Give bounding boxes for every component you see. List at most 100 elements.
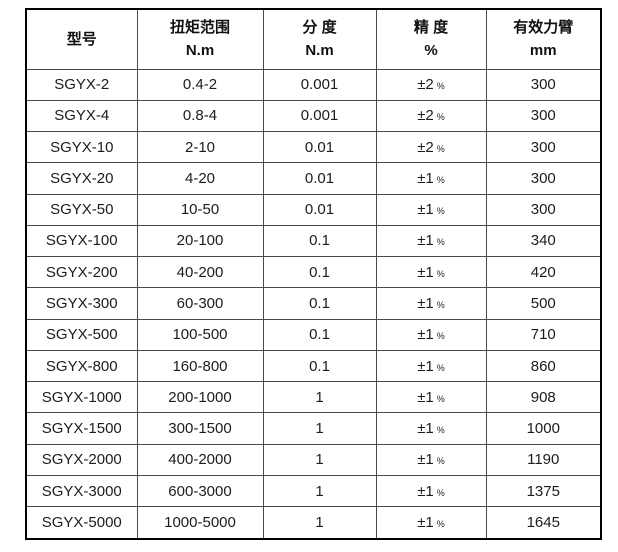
spec-table: 型号 扭矩范围 N.m 分 度 N.m 精 度 % 有效力臂 mm SGYX-2… bbox=[25, 8, 602, 540]
percent-sign: % bbox=[436, 206, 445, 217]
accuracy-cell: ±1% bbox=[375, 412, 487, 445]
accuracy-cell-value: ±1 bbox=[417, 201, 434, 219]
header-row: 型号 扭矩范围 N.m 分 度 N.m 精 度 % 有效力臂 mm bbox=[25, 8, 602, 70]
model-cell: SGYX-1500 bbox=[25, 412, 138, 445]
percent-sign: % bbox=[436, 174, 445, 185]
column-unit: N.m bbox=[185, 42, 215, 60]
table-row: SGYX-100 20-100 0.1 ±1% 340 bbox=[25, 224, 602, 258]
division-cell: 0.001 bbox=[262, 68, 377, 101]
arm-cell: 300 bbox=[485, 131, 602, 164]
model-cell-value: SGYX-300 bbox=[45, 294, 118, 312]
arm-cell: 300 bbox=[485, 68, 602, 101]
arm-cell-value: 300 bbox=[530, 107, 556, 125]
accuracy-cell: ±1% bbox=[375, 474, 487, 508]
torque-range-cell: 200-1000 bbox=[136, 381, 264, 414]
arm-cell: 1645 bbox=[485, 506, 602, 540]
torque-range-cell-value: 10-50 bbox=[180, 201, 220, 219]
torque-range-cell-value: 100-500 bbox=[172, 326, 228, 344]
accuracy-cell: ±1% bbox=[375, 224, 487, 258]
model-cell: SGYX-100 bbox=[25, 224, 138, 258]
model-cell: SGYX-3000 bbox=[25, 474, 138, 508]
arm-cell: 300 bbox=[485, 193, 602, 226]
accuracy-cell-value: ±1 bbox=[417, 357, 434, 375]
column-title: 扭矩范围 bbox=[169, 19, 230, 36]
torque-range-cell: 100-500 bbox=[136, 318, 264, 351]
division-cell-value: 0.01 bbox=[304, 201, 335, 219]
arm-cell-value: 710 bbox=[530, 326, 556, 344]
table-row: SGYX-300 60-300 0.1 ±1% 500 bbox=[25, 287, 602, 320]
division-cell: 0.01 bbox=[262, 131, 377, 164]
torque-range-cell-value: 600-3000 bbox=[168, 482, 232, 500]
division-cell: 1 bbox=[262, 412, 377, 445]
division-cell-value: 0.1 bbox=[309, 357, 330, 375]
arm-cell-value: 420 bbox=[530, 263, 556, 281]
torque-range-cell: 300-1500 bbox=[136, 412, 264, 445]
accuracy-cell: ±1% bbox=[375, 443, 487, 476]
column-header-torque-range: 扭矩范围 N.m bbox=[136, 8, 264, 70]
table-row: SGYX-800 160-800 0.1 ±1% 860 bbox=[25, 349, 602, 383]
torque-range-cell: 160-800 bbox=[136, 349, 264, 383]
division-cell-value: 0.01 bbox=[304, 138, 335, 156]
model-cell: SGYX-1000 bbox=[25, 381, 138, 414]
arm-cell: 300 bbox=[485, 162, 602, 195]
accuracy-cell-value: ±2 bbox=[417, 107, 434, 125]
accuracy-cell: ±2% bbox=[375, 99, 487, 133]
column-unit: % bbox=[424, 42, 438, 60]
division-cell: 1 bbox=[262, 381, 377, 414]
arm-cell-value: 300 bbox=[530, 169, 556, 187]
model-cell-value: SGYX-1000 bbox=[41, 388, 122, 406]
accuracy-cell: ±1% bbox=[375, 318, 487, 351]
model-cell: SGYX-20 bbox=[25, 162, 138, 195]
column-title: 分 度 bbox=[302, 19, 337, 36]
arm-cell: 908 bbox=[485, 381, 602, 414]
percent-sign: % bbox=[436, 299, 445, 310]
percent-sign: % bbox=[436, 143, 445, 154]
torque-range-cell-value: 160-800 bbox=[172, 357, 228, 375]
division-cell: 1 bbox=[262, 474, 377, 508]
model-cell: SGYX-800 bbox=[25, 349, 138, 383]
division-cell: 1 bbox=[262, 506, 377, 540]
division-cell: 0.1 bbox=[262, 287, 377, 320]
model-cell-value: SGYX-500 bbox=[45, 326, 118, 344]
torque-range-cell-value: 60-300 bbox=[176, 294, 224, 312]
torque-range-cell: 10-50 bbox=[136, 193, 264, 226]
percent-sign: % bbox=[436, 237, 445, 248]
accuracy-cell-value: ±1 bbox=[417, 294, 434, 312]
table-row: SGYX-20 4-20 0.01 ±1% 300 bbox=[25, 162, 602, 195]
table-row: SGYX-1000 200-1000 1 ±1% 908 bbox=[25, 381, 602, 414]
column-unit: N.m bbox=[305, 42, 334, 60]
model-cell-value: SGYX-200 bbox=[45, 263, 118, 281]
torque-range-cell: 1000-5000 bbox=[136, 506, 264, 540]
division-cell: 0.01 bbox=[262, 162, 377, 195]
torque-range-cell: 60-300 bbox=[136, 287, 264, 320]
accuracy-cell: ±1% bbox=[375, 162, 487, 195]
model-cell: SGYX-200 bbox=[25, 256, 138, 289]
division-cell: 0.1 bbox=[262, 318, 377, 351]
model-cell: SGYX-2 bbox=[25, 68, 138, 101]
accuracy-cell: ±1% bbox=[375, 256, 487, 289]
arm-cell-value: 1000 bbox=[526, 420, 560, 438]
model-cell: SGYX-5000 bbox=[25, 506, 138, 540]
division-cell-value: 0.001 bbox=[300, 76, 339, 94]
percent-sign: % bbox=[436, 487, 445, 498]
accuracy-cell-value: ±1 bbox=[417, 514, 434, 532]
column-title: 精 度 bbox=[413, 19, 449, 36]
model-cell-value: SGYX-10 bbox=[50, 138, 114, 156]
table-row: SGYX-1500 300-1500 1 ±1% 1000 bbox=[25, 412, 602, 445]
percent-sign: % bbox=[436, 519, 445, 530]
accuracy-cell-value: ±1 bbox=[417, 169, 434, 187]
division-cell: 0.1 bbox=[262, 349, 377, 383]
division-cell-value: 1 bbox=[315, 514, 324, 532]
table-row: SGYX-5000 1000-5000 1 ±1% 1645 bbox=[25, 506, 602, 540]
division-cell: 0.1 bbox=[262, 224, 377, 258]
arm-cell-value: 1375 bbox=[526, 482, 560, 500]
percent-sign: % bbox=[436, 393, 445, 404]
torque-range-cell: 0.4-2 bbox=[136, 68, 264, 101]
column-header-model: 型号 bbox=[25, 8, 138, 70]
arm-cell: 710 bbox=[485, 318, 602, 351]
column-title: 型号 bbox=[66, 30, 97, 48]
model-cell: SGYX-2000 bbox=[25, 443, 138, 476]
arm-cell-value: 908 bbox=[530, 388, 556, 406]
accuracy-cell-value: ±1 bbox=[417, 388, 434, 406]
model-cell-value: SGYX-50 bbox=[50, 201, 114, 219]
